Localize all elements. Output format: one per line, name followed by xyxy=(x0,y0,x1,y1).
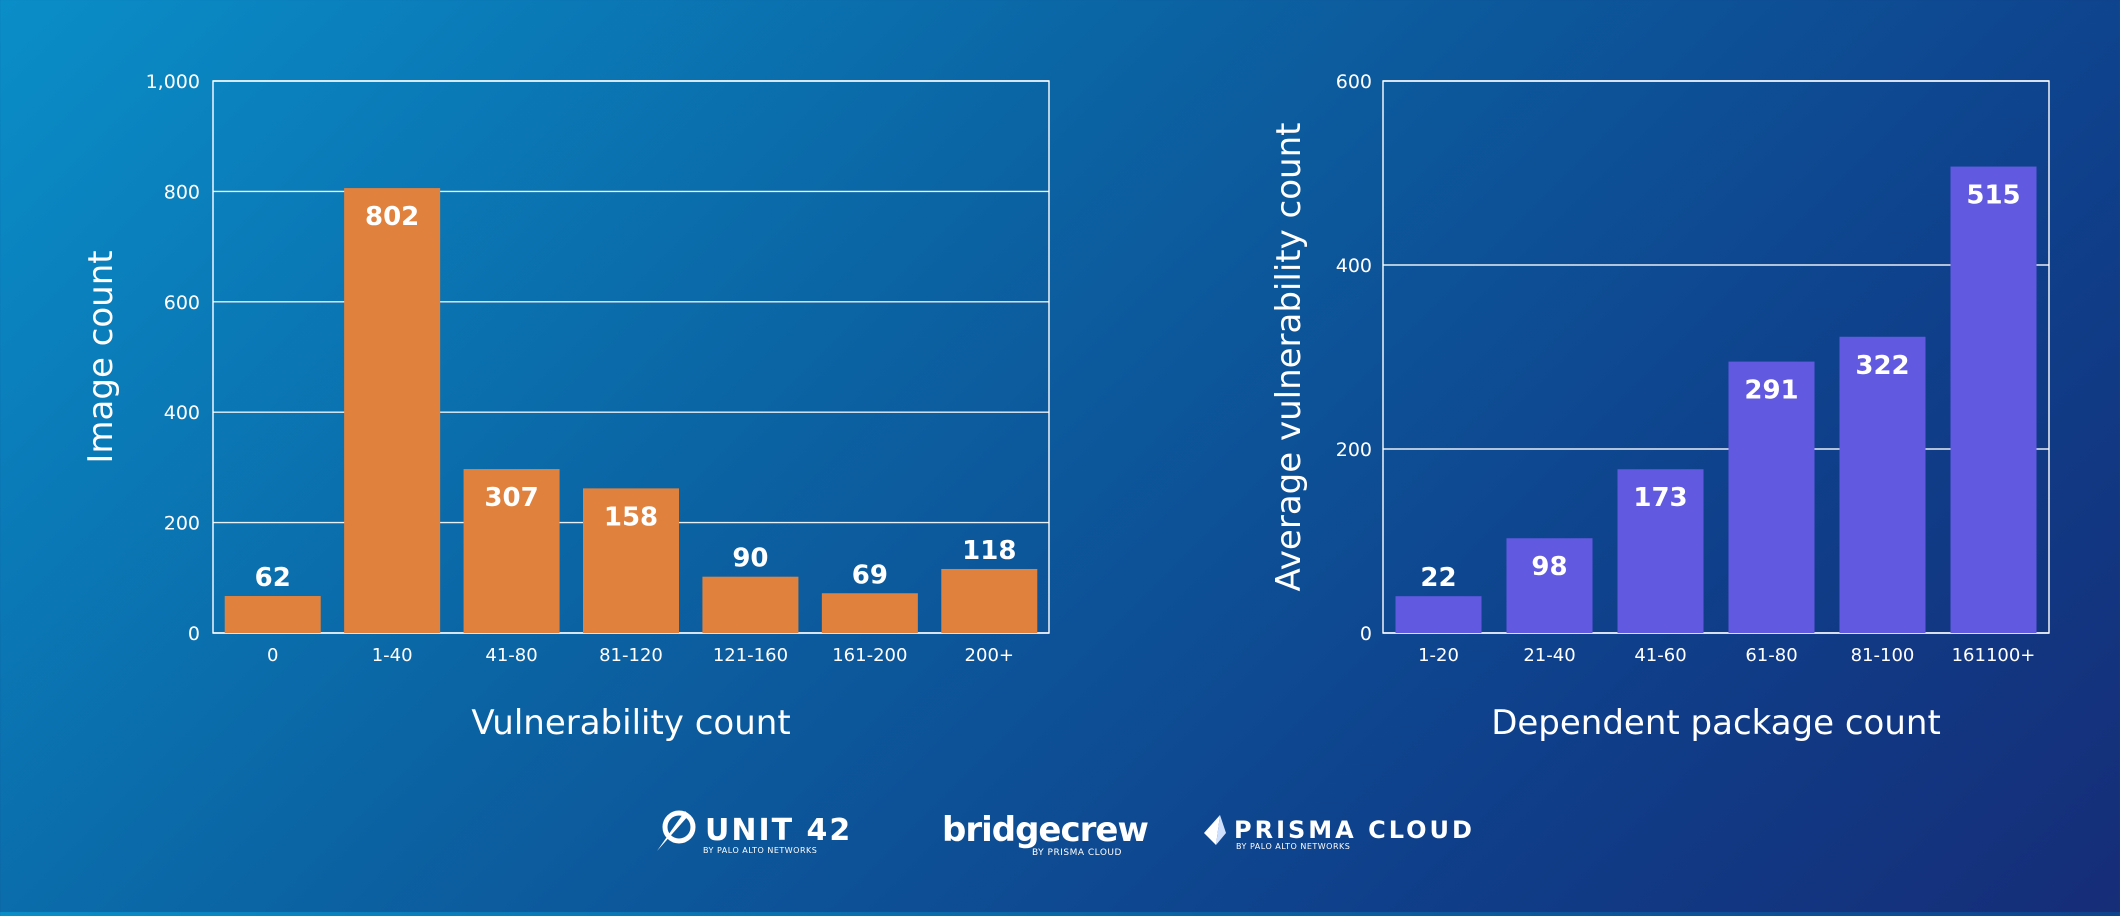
left-ytick-label: 1,000 xyxy=(146,71,200,93)
left-bar xyxy=(821,593,918,633)
logo-strip: UNIT 42 BY PALO ALTO NETWORKS bridgecrew… xyxy=(0,800,2120,870)
prisma-sub: BY PALO ALTO NETWORKS xyxy=(1236,842,1351,851)
left-bar xyxy=(941,568,1038,633)
right-ytick-label: 0 xyxy=(1360,623,1372,645)
left-xtick-label: 1-40 xyxy=(372,645,413,666)
left-ytick-label: 200 xyxy=(164,513,200,535)
right-xtick-label: 1-20 xyxy=(1418,645,1459,666)
left-bar-value-label: 802 xyxy=(365,202,419,232)
right-bar-value-label: 515 xyxy=(1966,181,2020,211)
right-ytick-label: 600 xyxy=(1336,71,1372,93)
left-bar-value-label: 69 xyxy=(852,560,888,590)
left-bar-value-label: 307 xyxy=(484,483,538,513)
left-bar xyxy=(463,469,560,633)
unit42-logo: UNIT 42 BY PALO ALTO NETWORKS xyxy=(655,800,852,860)
left-y-axis-title: Image count xyxy=(81,250,121,463)
left-bar-value-label: 118 xyxy=(962,536,1016,566)
prisma-logo: PRISMA CLOUD BY PALO ALTO NETWORKS xyxy=(1202,800,1475,860)
left-xtick-label: 41-80 xyxy=(485,645,537,666)
left-ytick-label: 0 xyxy=(188,623,200,645)
right-plot-frame xyxy=(1382,80,2050,634)
unit42-name: UNIT 42 xyxy=(705,812,853,848)
right-bar xyxy=(1728,361,1815,633)
right-y-axis-title: Average vulnerability count xyxy=(1269,123,1309,592)
unit42-logo-icon xyxy=(657,810,696,851)
left-bar-value-label: 90 xyxy=(732,544,768,574)
left-xtick-label: 161-200 xyxy=(832,645,907,666)
left-bar xyxy=(344,188,441,633)
right-bar xyxy=(1617,469,1704,633)
right-xtick-label: 61-80 xyxy=(1745,645,1797,666)
unit42-sub: BY PALO ALTO NETWORKS xyxy=(703,846,818,855)
bridgecrew-sub: BY PRISMA CLOUD xyxy=(1032,848,1122,858)
bridgecrew-name: bridgecrew xyxy=(942,810,1149,850)
right-bar xyxy=(1839,336,1926,633)
right-bar xyxy=(1950,166,2037,633)
right-bar xyxy=(1395,596,1482,633)
left-bar-value-label: 158 xyxy=(604,502,658,532)
right-xtick-label: 41-60 xyxy=(1634,645,1686,666)
right-ytick-label: 400 xyxy=(1336,255,1372,277)
left-xtick-label: 121-160 xyxy=(713,645,788,666)
left-xtick-label: 0 xyxy=(267,645,278,666)
left-bar xyxy=(583,488,679,633)
left-bar-value-label: 62 xyxy=(255,563,291,593)
right-xtick-label: 81-100 xyxy=(1851,645,1915,666)
left-xtick-label: 200+ xyxy=(965,645,1014,666)
right-bar-value-label: 322 xyxy=(1855,351,1909,381)
left-ytick-label: 800 xyxy=(164,181,200,203)
prisma-name: PRISMA CLOUD xyxy=(1234,816,1475,844)
right-ytick-label: 200 xyxy=(1336,439,1372,461)
right-bar-value-label: 173 xyxy=(1633,483,1687,513)
left-bar xyxy=(224,596,321,633)
right-xtick-label: 161100+ xyxy=(1952,645,2036,666)
left-x-axis-title: Vulnerability count xyxy=(471,703,790,743)
right-bar xyxy=(1506,538,1593,633)
left-xtick-label: 81-120 xyxy=(599,645,663,666)
right-bar-value-label: 98 xyxy=(1531,552,1567,582)
left-ytick-label: 600 xyxy=(164,292,200,314)
bridgecrew-logo: bridgecrew BY PRISMA CLOUD xyxy=(942,800,1149,860)
right-xtick-label: 21-40 xyxy=(1523,645,1575,666)
right-bar-value-label: 22 xyxy=(1420,563,1456,593)
prisma-logo-icon xyxy=(1204,815,1226,845)
right-x-axis-title: Dependent package count xyxy=(1491,703,1941,743)
left-bar xyxy=(702,576,799,633)
right-bar-value-label: 291 xyxy=(1744,376,1798,406)
left-ytick-label: 400 xyxy=(164,402,200,424)
